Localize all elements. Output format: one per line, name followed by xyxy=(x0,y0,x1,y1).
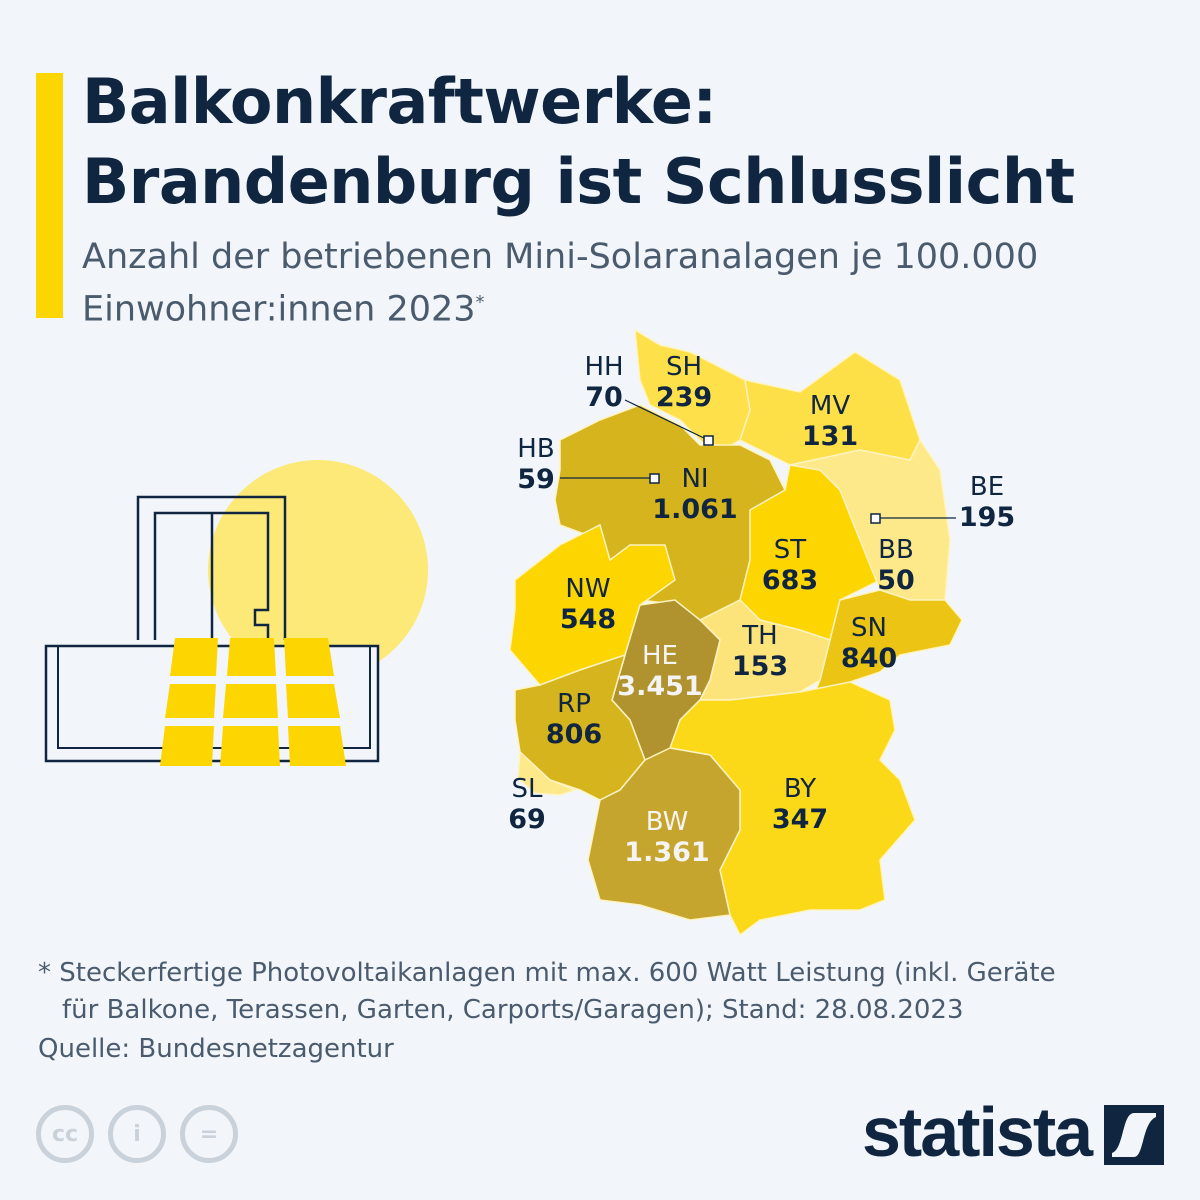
state-value-label: 131 xyxy=(802,421,858,452)
state-code-label: HE xyxy=(642,641,678,671)
state-value-label: 195 xyxy=(959,502,1015,533)
state-code-label: RP xyxy=(557,689,591,719)
hb-marker xyxy=(649,473,660,484)
state-code-label: ST xyxy=(774,535,807,565)
state-code-label: SN xyxy=(851,613,887,643)
state-nw xyxy=(509,523,676,686)
state-value-label: 3.451 xyxy=(617,671,702,702)
state-value-label: 840 xyxy=(841,643,897,674)
state-code-label: HB xyxy=(517,434,554,464)
state-sl xyxy=(517,750,578,796)
state-code-label: MV xyxy=(810,391,850,421)
state-value-label: 50 xyxy=(877,565,915,596)
state-code-label: HH xyxy=(584,352,623,382)
state-code-label: NI xyxy=(681,464,708,494)
no-derivatives-icon[interactable]: = xyxy=(180,1105,238,1163)
state-code-label: TH xyxy=(741,621,777,651)
state-value-label: 153 xyxy=(732,651,788,682)
state-value-label: 1.361 xyxy=(624,837,709,868)
state-code-label: SH xyxy=(666,352,702,382)
source: Quelle: Bundesnetzagentur xyxy=(38,1034,394,1064)
cc-license-icon[interactable]: cc xyxy=(36,1105,94,1163)
state-bw xyxy=(587,747,741,921)
state-code-label: BE xyxy=(970,472,1004,502)
page-title: Balkonkraftwerke: Brandenburg ist Schluss… xyxy=(82,65,1075,218)
solar-panel-icon xyxy=(160,638,346,766)
state-value-label: 239 xyxy=(656,382,712,413)
state-code-label: BY xyxy=(784,774,816,804)
state-value-label: 347 xyxy=(772,804,828,835)
footnote: * Steckerfertige Photovoltaikanlagen mit… xyxy=(38,958,1056,1025)
balcony-illustration xyxy=(44,460,428,766)
state-value-label: 59 xyxy=(517,464,555,495)
subtitle: Anzahl der betriebenen Mini-Solaranalage… xyxy=(82,237,1039,330)
state-value-label: 806 xyxy=(546,719,602,750)
state-code-label: NW xyxy=(565,574,610,604)
attribution-icon[interactable]: i xyxy=(108,1105,166,1163)
statista-logo[interactable]: statista xyxy=(862,1093,1093,1171)
state-code-label: BW xyxy=(646,807,689,837)
state-value-label: 70 xyxy=(585,382,623,413)
state-code-label: BB xyxy=(878,535,914,565)
state-code-label: SL xyxy=(512,774,544,804)
be-marker xyxy=(870,513,881,524)
state-value-label: 683 xyxy=(762,565,818,596)
state-value-label: 69 xyxy=(508,804,546,835)
accent-bar xyxy=(36,73,63,318)
hh-marker xyxy=(703,435,714,446)
statista-logo-icon xyxy=(1104,1105,1164,1165)
state-value-label: 548 xyxy=(560,604,616,635)
state-value-label: 1.061 xyxy=(652,494,737,525)
